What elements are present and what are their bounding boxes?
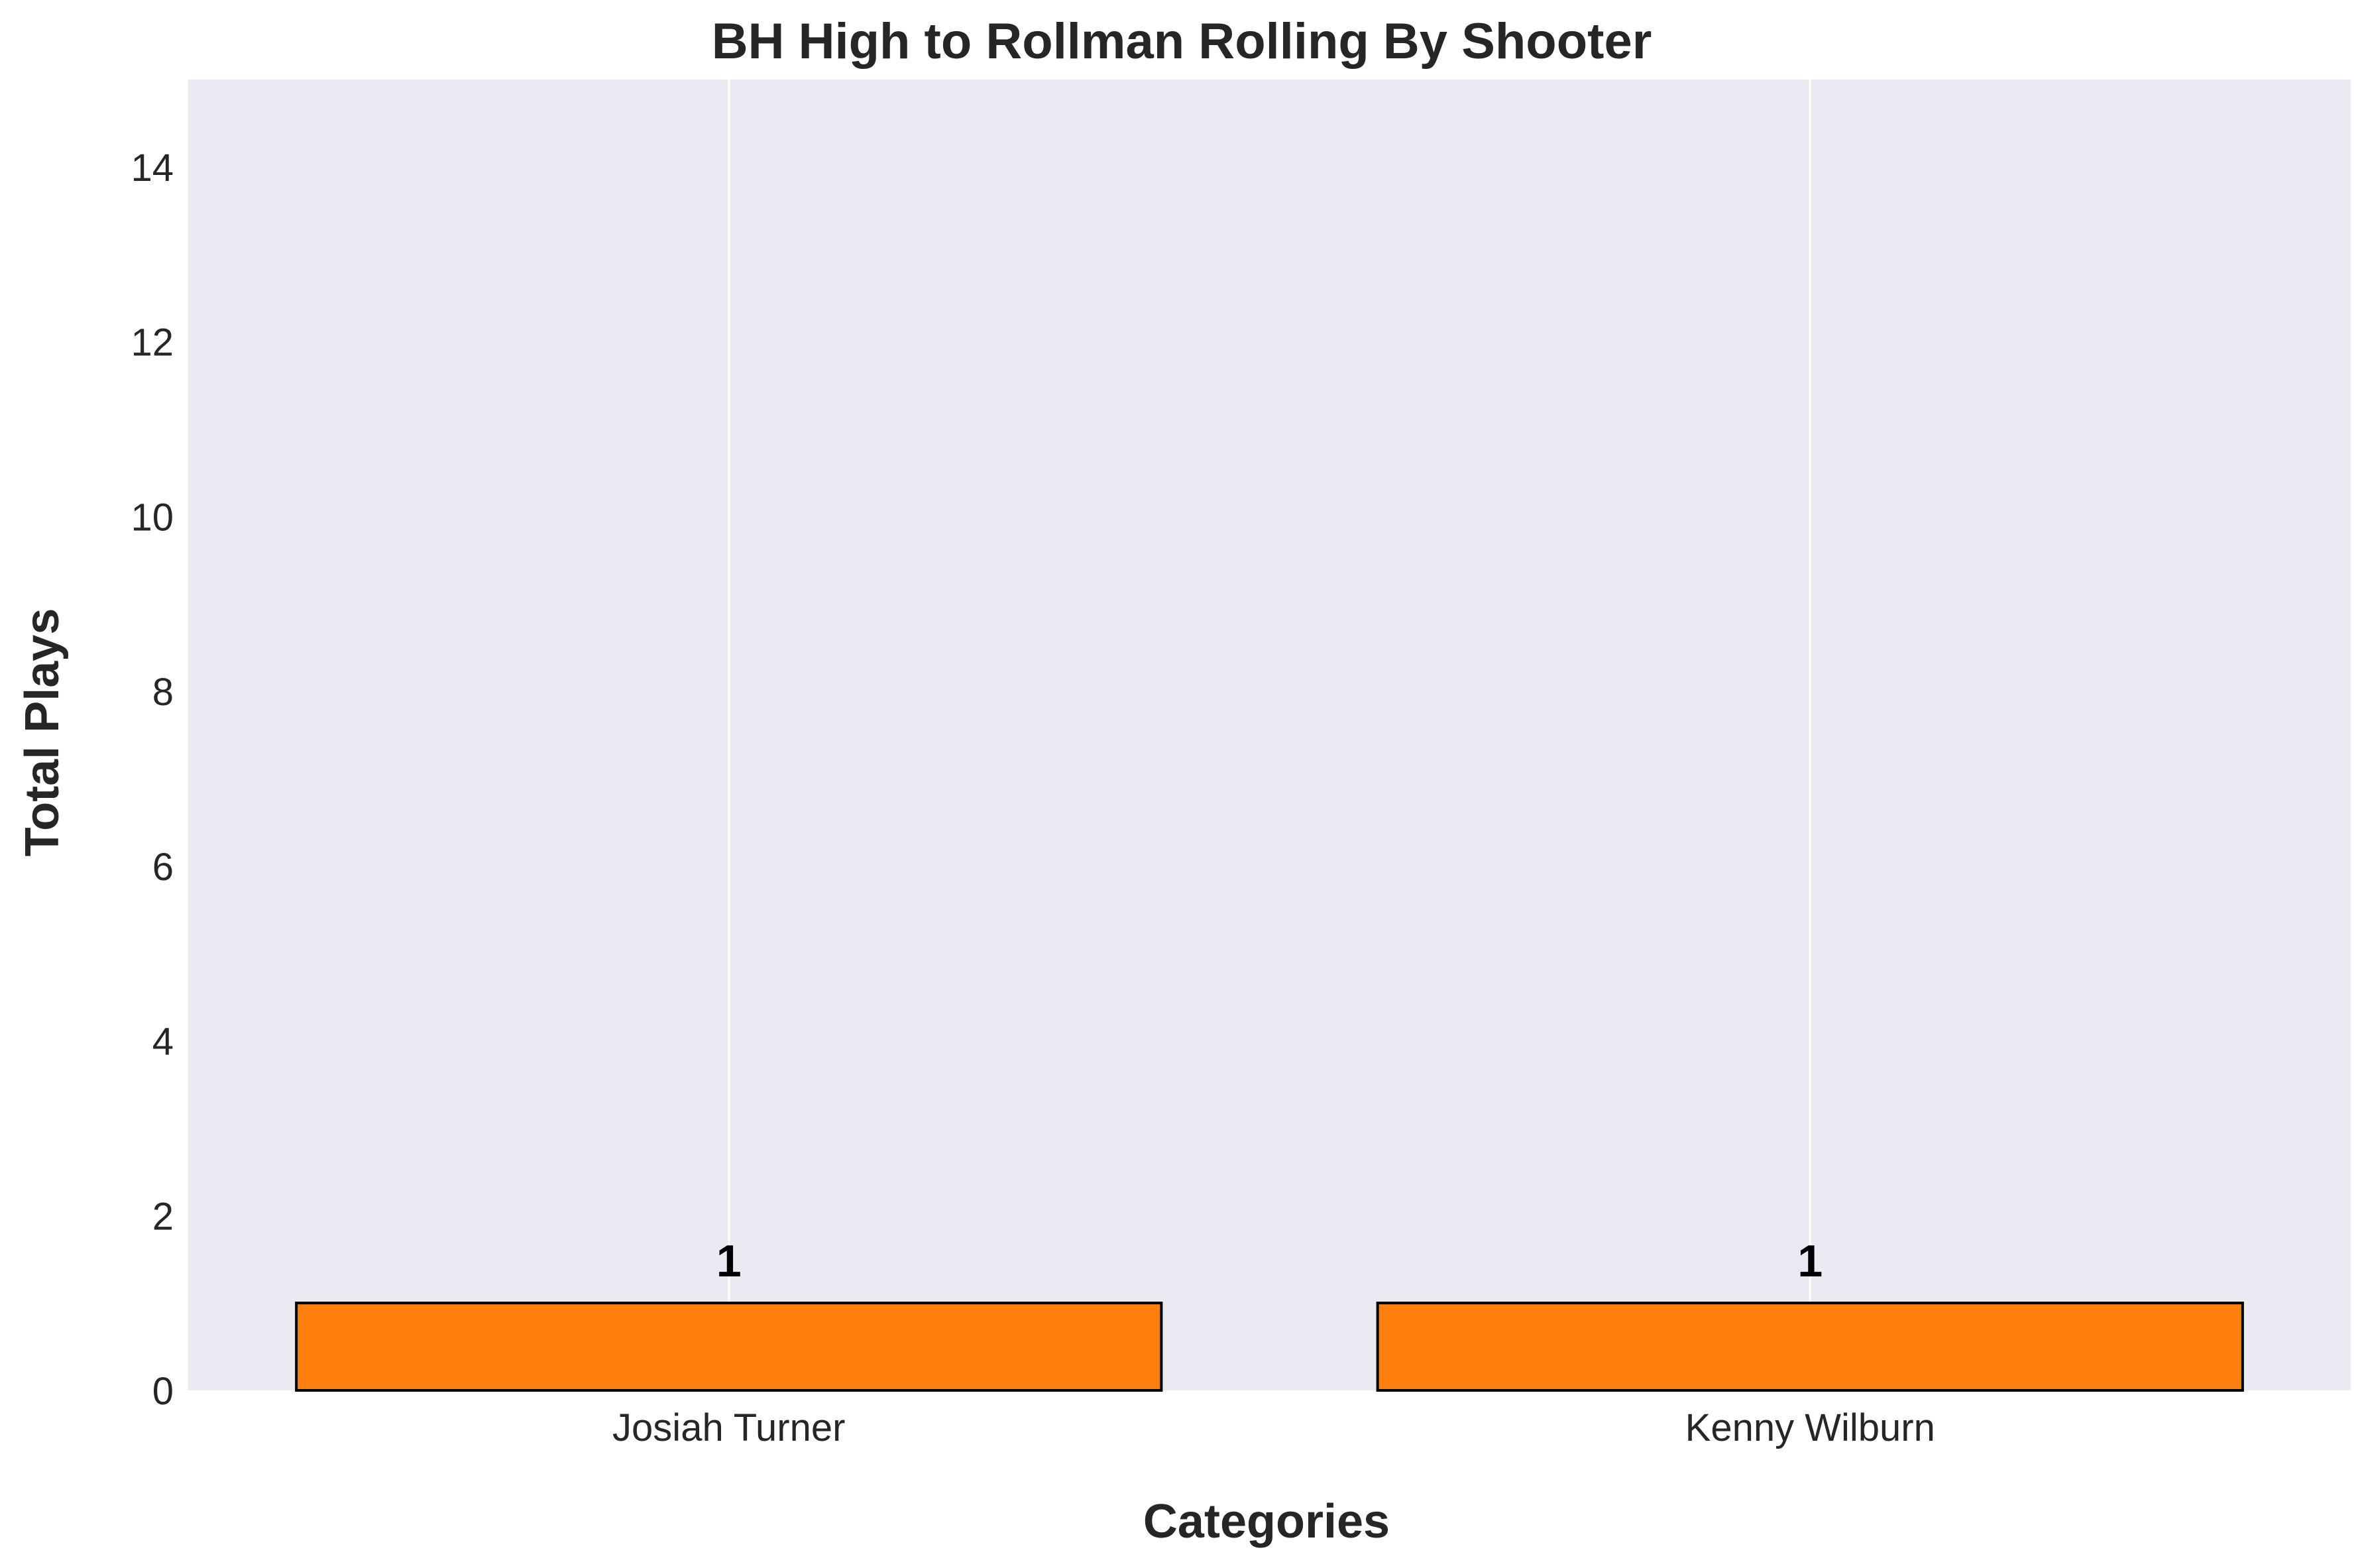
bar (295, 1302, 1163, 1392)
bar-value-label: 1 (716, 1236, 742, 1286)
y-tick-label: 2 (152, 1195, 174, 1238)
y-tick-label: 8 (152, 671, 174, 714)
y-tick-label: 4 (152, 1021, 174, 1064)
x-tick-label: Josiah Turner (612, 1406, 845, 1449)
x-axis-label: Categories (1143, 1495, 1390, 1548)
y-tick-label: 14 (131, 146, 174, 190)
y-tick-label: 6 (152, 846, 174, 889)
x-tick-label: Kenny Wilburn (1685, 1406, 1935, 1449)
y-axis-label: Total Plays (16, 608, 69, 857)
grid-lines (728, 80, 1811, 1390)
plot-area (188, 80, 2351, 1390)
bar-value-label: 1 (1797, 1236, 1823, 1286)
y-axis-ticks: 0 2 4 6 8 10 12 14 (131, 146, 174, 1413)
y-tick-label: 10 (131, 496, 174, 539)
chart-title: BH High to Rollman Rolling By Shooter (712, 13, 1652, 70)
bar (1376, 1302, 2244, 1392)
bars (295, 1302, 2244, 1392)
y-tick-label: 12 (131, 321, 174, 364)
y-tick-label: 0 (152, 1370, 174, 1413)
x-axis-ticks: Josiah Turner Kenny Wilburn (612, 1406, 1935, 1449)
